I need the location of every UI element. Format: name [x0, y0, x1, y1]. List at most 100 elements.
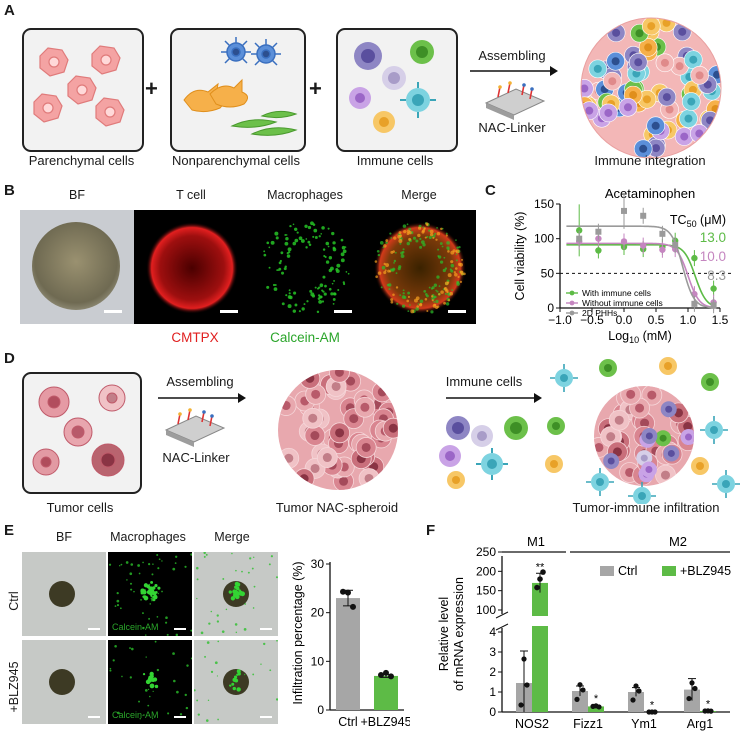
panelE-title-bf: BF: [56, 530, 72, 544]
chart-c-legend-label-1: Without immune cells: [582, 298, 663, 308]
chart-c-point: [640, 212, 647, 219]
chart-f-ytick-label: 2: [489, 665, 496, 679]
chart-c-point: [640, 242, 647, 249]
chart-f-point: [534, 584, 540, 591]
chart-e-point: [345, 589, 351, 596]
chart-e-ytick-label: 20: [311, 606, 325, 620]
chart-c-point: [659, 230, 666, 237]
chart-c-point: [595, 247, 602, 254]
chart-f-point: [518, 702, 524, 708]
chart-f-ylabel-line1: Relative level: [437, 597, 451, 671]
chart-c-point: [691, 300, 698, 307]
chart-f-bar: [588, 706, 604, 712]
caption-tumor-nac-spheroid: Tumor NAC-spheroid: [275, 500, 399, 515]
caption-parenchymal-cells: Parenchymal cells: [28, 153, 135, 168]
assembling-arrow-a: [470, 66, 558, 120]
chart-f-ytick-label: 200: [476, 564, 496, 578]
plus-sign-1: +: [145, 76, 158, 101]
chart-f-group-m2: M2: [669, 534, 687, 549]
panelB-title-merge: Merge: [401, 188, 437, 202]
caption-tumor-cells: Tumor cells: [46, 500, 114, 515]
chart-c-xtick-label: 0.5: [648, 313, 665, 327]
chart-c-xtick-label: 1.0: [680, 313, 697, 327]
chart-f-legend-swatch-0: [600, 566, 614, 576]
blz-macrophages-image: Calcein-AM: [108, 640, 192, 724]
chart-c-legend-label-0: With immune cells: [582, 288, 651, 298]
chart-e-point: [340, 588, 346, 595]
assembling-label-a: Assembling: [478, 48, 546, 63]
chart-f-significance: *: [594, 693, 599, 705]
chart-e-bar-0: [336, 598, 360, 710]
tcell-image: [134, 210, 248, 324]
tumor-cells-box: [22, 372, 142, 494]
panelE-title-merge: Merge: [214, 530, 250, 544]
nac-linker-label-a: NAC-Linker: [478, 120, 546, 135]
stain-label-ctrl: Calcein-AM: [112, 622, 159, 632]
chart-f-legend-label-1: +BLZ945: [680, 564, 731, 578]
caption-immune-integration: Immune integration: [594, 153, 706, 168]
chart-f-point: [689, 680, 695, 686]
chart-c-point: [595, 228, 602, 235]
chart-f-axis-break: [495, 623, 509, 631]
tumor-cells-illustration: [32, 384, 126, 477]
chart-c-xtick-label: −0.5: [580, 313, 604, 327]
chart-e-bar-1: [374, 675, 398, 710]
chart-f-ytick-label: 4: [489, 625, 496, 639]
chart-c-tc50-value-1: 10.0: [700, 249, 726, 264]
tumor-immune-infiltration: [545, 357, 740, 504]
chart-c-tc50-value-0: 13.0: [700, 230, 726, 245]
plus-sign-2: +: [309, 76, 322, 101]
caption-nonparenchymal-cells: Nonparenchymal cells: [172, 153, 300, 168]
free-immune-cells: [439, 416, 528, 489]
panel-b-label: B: [4, 182, 15, 199]
chart-c-xlabel: Log10 (mM): [608, 329, 672, 345]
chart-f-significance: **: [536, 561, 545, 573]
chart-f-point: [636, 688, 642, 694]
chart-f-point: [633, 683, 639, 689]
blz-bf-image: [22, 640, 106, 724]
chart-e-point: [383, 669, 389, 676]
chart-c: Acetaminophen 0 50 100 150 −1.0 −0.5 0.0 0.5 1.0 1…: [513, 186, 734, 345]
chart-c-legend-label-2: 2D PHHs: [582, 308, 617, 318]
chart-c-xtick-label: −1.0: [548, 313, 572, 327]
nac-linker-icon-a: [484, 81, 546, 120]
chart-f-point: [521, 656, 527, 662]
chart-c-ytick-label: 150: [534, 197, 554, 211]
caption-immune-cells: Immune cells: [356, 153, 434, 168]
tumor-nac-spheroid: [278, 370, 398, 490]
chart-f-bar: [572, 691, 588, 712]
chart-c-title: Acetaminophen: [605, 186, 695, 201]
chart-f: M1 M2 100 150 200 250 0 1 2 3 4 Relative level of mR…: [437, 534, 731, 731]
chart-c-fit-2: [566, 225, 717, 309]
row-label-ctrl: Ctrl: [7, 591, 21, 611]
caption-tumor-immune-infiltration: Tumor-immune infiltration: [572, 500, 720, 515]
row-label-blz945: +BLZ945: [7, 661, 21, 713]
chart-e-point: [388, 673, 394, 680]
macrophages-image: [248, 210, 362, 324]
nonparenchymal-cells-illustration: [183, 37, 298, 136]
chart-c-point: [691, 254, 698, 262]
immune-cells-box: [336, 28, 458, 152]
assembling-arrow-d: [158, 393, 246, 447]
chart-f-significance: *: [706, 698, 711, 710]
chart-f-point: [574, 696, 580, 702]
chart-c-point: [620, 238, 628, 245]
chart-f-ytick-label: 250: [476, 545, 496, 559]
chart-c-legend-marker: [569, 310, 575, 316]
chart-f-xtick-label-3: Arg1: [687, 717, 713, 731]
chart-c-ytick-label: 50: [541, 266, 555, 280]
chart-e-xtick-label-1: +BLZ945: [360, 715, 410, 729]
chart-f-ylabel-line2: of mRNA expression: [452, 577, 466, 691]
chart-e-point: [378, 671, 384, 678]
chart-c-tc50-header: TC50 (μM): [670, 213, 726, 229]
chart-c-ylabel: Cell viability (%): [513, 212, 527, 301]
chart-c-legend-marker: [569, 290, 575, 296]
assembling-label-d: Assembling: [166, 374, 234, 389]
immune-cells-illustration: [349, 40, 436, 133]
chart-e-ytick-label: 30: [311, 557, 325, 571]
chart-c-xtick-label: 1.5: [712, 313, 729, 327]
chart-c-legend-marker: [569, 300, 575, 306]
row-label-blz-wrap: +BLZ945: [4, 646, 21, 730]
chart-f-point: [630, 697, 636, 703]
chart-c-point: [621, 207, 627, 214]
